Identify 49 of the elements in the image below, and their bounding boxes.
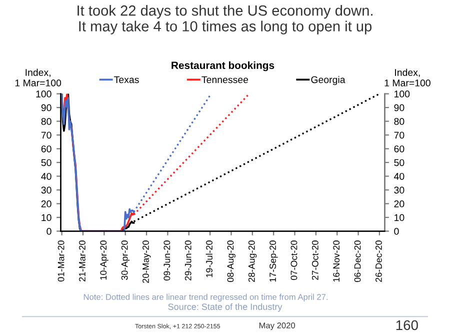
y2-tick-label: 100 xyxy=(394,90,410,98)
x-tick-label: 26-Dec-20 xyxy=(375,240,382,282)
y2-tick-label: 70 xyxy=(394,132,404,139)
y-tick-label: 100 xyxy=(36,90,52,98)
y-tick-label: 90 xyxy=(41,104,52,112)
y-tick-label: 20 xyxy=(41,200,52,208)
y2-tick-label: 40 xyxy=(394,172,404,180)
legend-title: Restaurant bookings xyxy=(172,61,274,72)
y-axis-title: Index, 1 Mar=100 xyxy=(15,68,62,86)
x-tick-label: 19-Jul-20 xyxy=(206,240,212,278)
legend-label: Texas xyxy=(114,76,139,84)
x-tick-label: 07-Oct-20 xyxy=(290,240,298,280)
legend-label: Tennessee xyxy=(202,76,248,84)
y2-axis-title: Index, 1 Mar=100 xyxy=(384,68,430,86)
x-tick-label: 27-Oct-20 xyxy=(312,240,318,280)
y2-tick-label: 0 xyxy=(394,228,399,235)
x-tick-label: 01-Mar-20 xyxy=(58,240,64,282)
y-tick-label: 60 xyxy=(41,145,52,152)
x-tick-label: 10-Apr-20 xyxy=(100,240,108,280)
x-tick-label: 21-Mar-20 xyxy=(79,240,86,282)
source-note: Source: State of the Industry xyxy=(168,303,282,312)
y2-tick-label: 50 xyxy=(394,159,404,166)
text: Note: Dotted lines are linear trend regressed on time from April 27. xyxy=(84,294,328,302)
y2-tick-label: 20 xyxy=(394,200,404,208)
y2-tick-label: 10 xyxy=(394,214,404,222)
y2-tick-label: 60 xyxy=(394,145,404,152)
text: May 2020 xyxy=(259,322,296,330)
x-tick-label: 30-Apr-20 xyxy=(121,240,130,280)
x-tick-label: 16-Nov-20 xyxy=(333,240,340,282)
y-tick-label: 0 xyxy=(46,228,52,235)
x-tick-label: 29-Jun-20 xyxy=(184,240,192,280)
x-tick-label: 06-Dec-20 xyxy=(354,240,361,282)
x-tick-label: 20-May-20 xyxy=(142,240,151,283)
legend-label: Georgia xyxy=(311,76,346,86)
y-tick-label: 70 xyxy=(41,132,52,139)
x-tick-label: 17-Sep-20 xyxy=(270,240,278,282)
x-tick-label: 09-Jun-20 xyxy=(164,240,170,280)
y-tick-label: 10 xyxy=(42,214,52,222)
y2-tick-label: 90 xyxy=(394,104,404,112)
chart-title: It took 22 days to shut the US economy down. It may take 4 to 10 times as long to open it up xyxy=(78,5,372,34)
text: 160 xyxy=(396,320,418,330)
y-tick-label: 40 xyxy=(41,172,52,180)
x-tick-label: 08-Aug-20 xyxy=(227,240,236,282)
y-tick-label: 50 xyxy=(41,159,52,166)
y-tick-label: 30 xyxy=(41,186,52,194)
y-tick-label: 80 xyxy=(41,118,52,125)
x-tick-label: 28-Aug-20 xyxy=(248,240,257,282)
y2-tick-label: 80 xyxy=(394,118,404,125)
y2-tick-label: 30 xyxy=(394,186,404,194)
